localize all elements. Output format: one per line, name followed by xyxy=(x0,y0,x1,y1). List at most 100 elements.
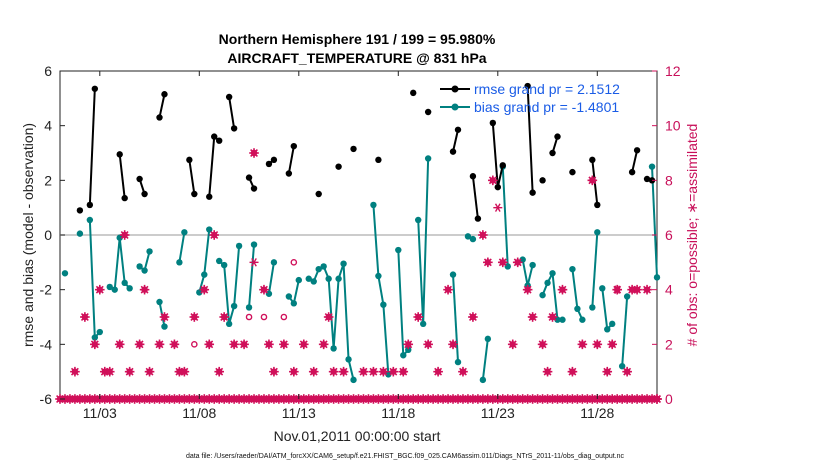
bias-point xyxy=(395,246,402,254)
rmse-point xyxy=(469,173,477,180)
bias-point xyxy=(126,285,133,292)
bias-point xyxy=(136,263,143,270)
bias-point xyxy=(206,226,213,233)
obs-assimilated-marker xyxy=(587,175,598,186)
rmse-point xyxy=(424,108,432,116)
bias-line-segment xyxy=(178,232,186,263)
obs-possible-marker xyxy=(245,313,253,321)
bias-line-segment xyxy=(591,232,599,308)
obs-assimilated-marker xyxy=(398,366,409,377)
bias-point xyxy=(285,293,293,300)
rmse-point xyxy=(454,126,462,133)
legend-bias-marker xyxy=(451,103,459,111)
obs-assimilated-marker xyxy=(378,366,389,377)
obs-assimilated-marker xyxy=(179,366,190,377)
y-tick-label: 6 xyxy=(44,63,52,79)
rmse-line-segment xyxy=(88,88,96,205)
obs-assimilated-marker xyxy=(204,339,215,350)
bias-point xyxy=(106,283,113,291)
rmse-line-segment xyxy=(526,85,534,193)
obs-assimilated-marker xyxy=(323,394,334,404)
rmse-point xyxy=(474,215,482,222)
bias-point xyxy=(623,293,631,300)
bias-point xyxy=(305,275,312,282)
bias-point xyxy=(375,272,382,280)
bias-point xyxy=(76,230,84,237)
obs-assimilated-marker xyxy=(542,366,553,377)
bias-point xyxy=(604,326,611,333)
y-right-tick-label: 6 xyxy=(665,227,673,243)
y-right-tick-label: 10 xyxy=(665,118,681,134)
rmse-point xyxy=(116,151,123,158)
bias-point xyxy=(196,289,203,296)
rmse-point xyxy=(285,170,293,177)
x-tick-label: 11/13 xyxy=(282,405,316,421)
y-right-tick-label: 2 xyxy=(665,336,673,352)
rmse-point xyxy=(270,156,278,164)
data-file-footer: data file: /Users/raeder/DAI/ATM_forcXX/… xyxy=(186,453,625,460)
obs-assimilated-marker xyxy=(443,284,453,295)
obs-assimilated-marker xyxy=(239,339,249,350)
obs-assimilated-marker xyxy=(522,394,533,404)
y-tick-label: 4 xyxy=(44,118,52,134)
obs-assimilated-marker xyxy=(90,339,100,350)
bias-point xyxy=(225,320,233,328)
obs-assimilated-marker xyxy=(413,312,423,322)
obs-assimilated-marker xyxy=(592,339,603,350)
obs-assimilated-marker xyxy=(423,339,433,350)
bias-point xyxy=(454,358,462,366)
rmse-point xyxy=(290,142,298,150)
obs-count-series xyxy=(55,148,662,404)
bias-point xyxy=(340,260,347,267)
bias-point xyxy=(156,298,163,306)
rmse-point xyxy=(245,174,253,181)
obs-assimilated-marker xyxy=(577,339,588,350)
bias-point xyxy=(345,356,352,363)
obs-assimilated-marker xyxy=(403,339,414,350)
obs-assimilated-marker xyxy=(134,339,145,350)
obs-assimilated-marker xyxy=(328,366,339,377)
rmse-point xyxy=(225,93,233,101)
bias-line-segment xyxy=(651,166,658,278)
obs-possible-marker xyxy=(280,313,288,321)
obs-assimilated-marker xyxy=(497,257,508,268)
obs-assimilated-marker xyxy=(249,148,259,158)
y-tick-label: 2 xyxy=(44,172,52,188)
bias-point xyxy=(176,259,183,266)
obs-assimilated-marker xyxy=(537,339,548,350)
rmse-point xyxy=(250,185,258,192)
y-axis-right: 0 2 4 6 8 10 12 xyxy=(652,63,681,407)
rmse-point xyxy=(524,82,531,90)
obs-assimilated-marker xyxy=(567,366,578,377)
obs-assimilated-marker xyxy=(512,257,523,268)
rmse-point xyxy=(529,189,536,196)
bias-point xyxy=(400,352,407,359)
obs-assimilated-marker xyxy=(298,339,309,350)
rmse-point xyxy=(549,149,556,157)
rmse-point xyxy=(410,89,417,97)
rmse-point xyxy=(86,201,94,209)
bias-point xyxy=(141,267,148,274)
rmse-point xyxy=(161,91,168,98)
rmse-point xyxy=(91,85,99,92)
legend-rmse-label: rmse grand pr = 2.1512 xyxy=(474,81,620,97)
rmse-point xyxy=(499,162,506,169)
bias-point xyxy=(415,216,422,224)
bias-point xyxy=(609,320,616,328)
bias-point xyxy=(648,163,656,170)
x-axis-label: Nov.01,2011 00:00:00 start xyxy=(274,428,441,444)
bias-point xyxy=(121,279,128,287)
obs-assimilated-marker xyxy=(338,366,349,377)
bias-point xyxy=(618,363,626,370)
obs-assimilated-marker xyxy=(80,312,90,322)
rmse-point xyxy=(633,147,641,154)
bias-line-segment xyxy=(267,262,275,294)
bias-line-segment xyxy=(481,338,489,380)
bias-point xyxy=(449,271,457,278)
bias-point xyxy=(469,235,477,243)
obs-assimilated-marker xyxy=(174,366,185,377)
obs-assimilated-marker xyxy=(527,312,538,322)
bias-point xyxy=(544,279,551,287)
obs-assimilated-marker xyxy=(189,312,200,322)
